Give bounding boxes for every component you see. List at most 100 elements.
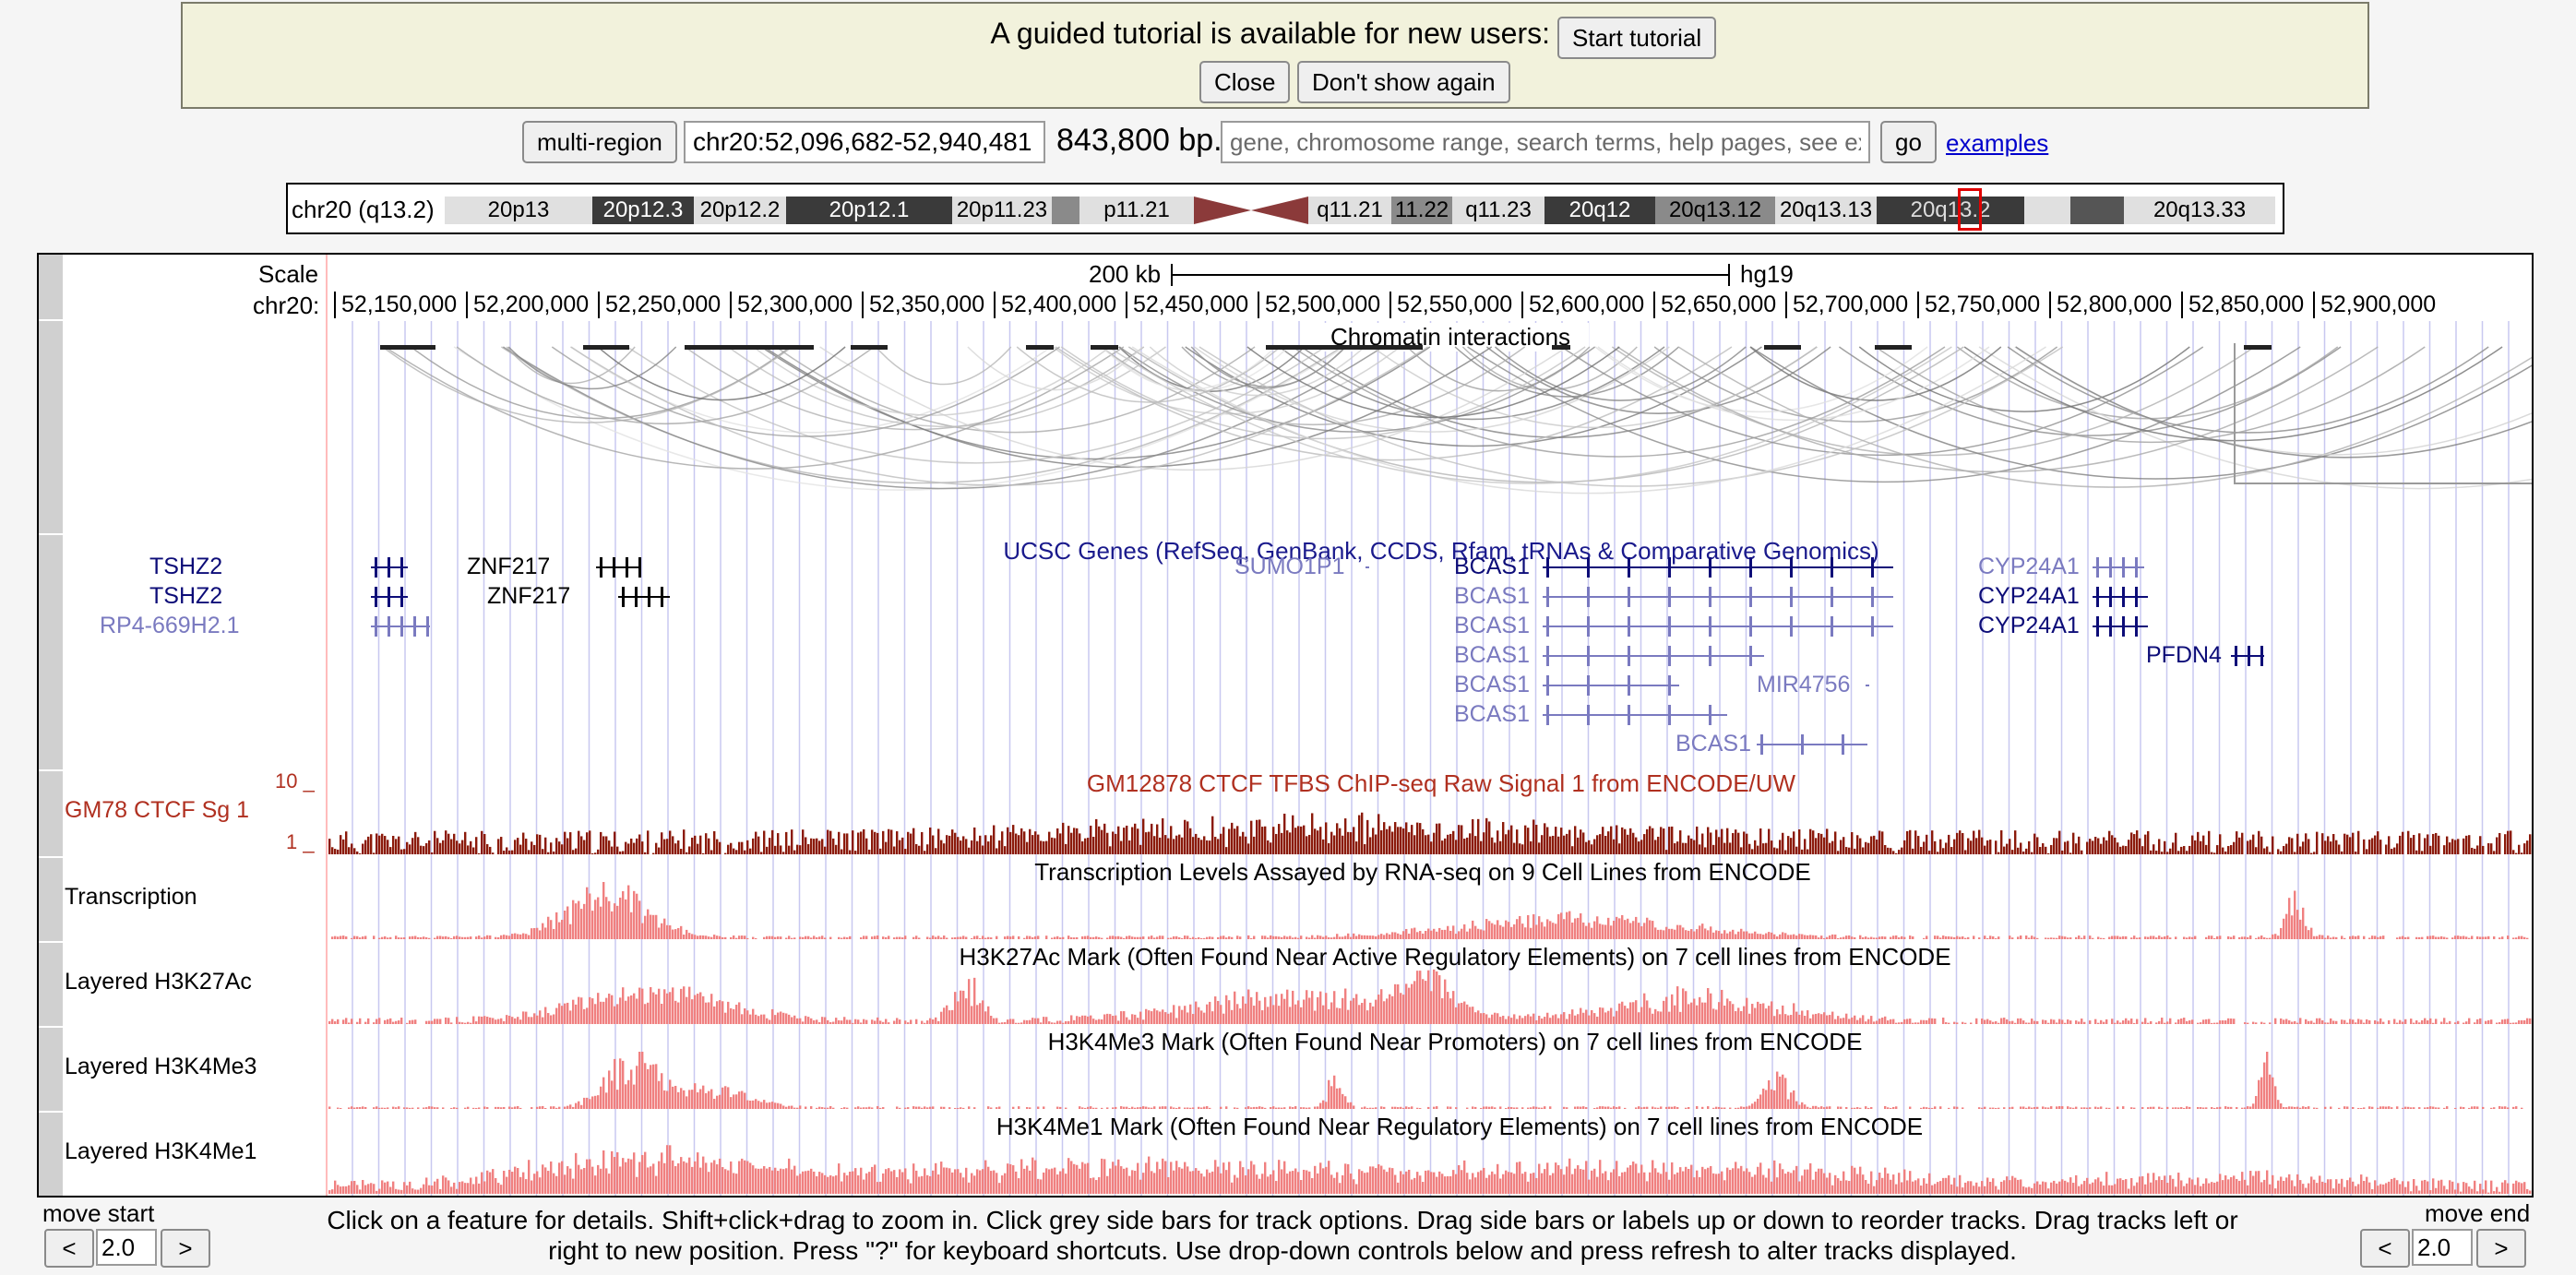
ctcf-signal[interactable] <box>328 793 2532 858</box>
band: 20p11.23 <box>952 197 1052 224</box>
move-end-left-button[interactable]: < <box>2360 1229 2410 1268</box>
search-input[interactable] <box>1221 121 1870 163</box>
h3k4me1-side-bar[interactable] <box>39 1113 63 1196</box>
gene-label[interactable]: TSHZ2 <box>149 583 223 609</box>
gene-label[interactable]: BCAS1 <box>1454 672 1530 697</box>
ctcf-side-bar[interactable] <box>39 771 63 858</box>
gene-model[interactable] <box>596 555 644 579</box>
gene-label[interactable]: CYP24A1 <box>1978 613 2080 638</box>
move-end-input[interactable] <box>2412 1229 2473 1266</box>
gene-label[interactable]: PFDN4 <box>2146 642 2222 668</box>
band: 20p12.3 <box>592 197 694 224</box>
gene-model[interactable] <box>1866 673 1873 697</box>
ctcf-ymax: 10 _ <box>275 769 315 792</box>
move-end-label: move end <box>2425 1199 2531 1227</box>
gene-label[interactable]: ZNF217 <box>467 554 551 579</box>
chromosome-ideogram[interactable]: chr20 (q13.2) 20p13 20p12.3 20p12.2 20p1… <box>286 183 2284 234</box>
h3k27ac-track-label[interactable]: Layered H3K27Ac <box>65 969 252 995</box>
band: 20p12.1 <box>786 197 952 224</box>
gene-model[interactable] <box>1543 614 1897 638</box>
gene-label[interactable]: TSHZ2 <box>149 554 223 579</box>
ideogram-label: chr20 (q13.2) <box>292 196 435 223</box>
genes-side-bar[interactable] <box>39 535 63 771</box>
gene-label[interactable]: BCAS1 <box>1454 554 1530 579</box>
gene-model[interactable] <box>2093 555 2148 579</box>
gene-label[interactable]: ZNF217 <box>487 583 571 609</box>
h3k27ac-side-bar[interactable] <box>39 943 63 1028</box>
multi-region-button[interactable]: multi-region <box>522 121 677 163</box>
gene-model[interactable] <box>1543 673 1683 697</box>
ruler-tick-label: 52,850,000 <box>2181 292 2304 318</box>
interactions-side-bar[interactable] <box>39 321 63 535</box>
ruler-side-bar[interactable] <box>39 255 63 321</box>
ruler-tick-label: 52,550,000 <box>1389 292 1512 318</box>
band: 11.22 <box>1391 197 1452 224</box>
move-end-right-button[interactable]: > <box>2476 1229 2526 1268</box>
h3k4me3-side-bar[interactable] <box>39 1028 63 1113</box>
gene-label[interactable]: CYP24A1 <box>1978 554 2080 579</box>
ruler-tick-label: 52,250,000 <box>598 292 721 318</box>
gene-model[interactable] <box>2231 644 2268 668</box>
h3k4me3-signal[interactable] <box>328 1052 2532 1113</box>
gene-model[interactable] <box>1757 733 1871 757</box>
tutorial-message: A guided tutorial is available for new u… <box>990 17 1550 50</box>
h3k27ac-signal[interactable] <box>328 967 2532 1028</box>
gene-model[interactable] <box>1543 585 1897 609</box>
gene-model[interactable] <box>371 555 411 579</box>
close-tutorial-button[interactable]: Close <box>1199 61 1291 103</box>
gene-label[interactable]: RP4-669H2.1 <box>100 613 240 638</box>
dont-show-again-button[interactable]: Don't show again <box>1297 61 1510 103</box>
go-button[interactable]: go <box>1880 121 1937 163</box>
ctcf-track-label[interactable]: GM78 CTCF Sg 1 <box>65 797 250 823</box>
ruler-tick-label: 52,500,000 <box>1258 292 1380 318</box>
gene-model[interactable] <box>371 585 411 609</box>
transcription-track-label[interactable]: Transcription <box>65 884 197 910</box>
move-start-left-button[interactable]: < <box>44 1229 94 1268</box>
gene-model[interactable] <box>371 614 434 638</box>
gene-label[interactable]: CYP24A1 <box>1978 583 2080 609</box>
h3k4me1-signal[interactable] <box>328 1137 2532 1198</box>
interaction-arcs[interactable] <box>39 343 2532 537</box>
gene-label[interactable]: BCAS1 <box>1454 583 1530 609</box>
chrom-label: chr20: <box>253 292 320 319</box>
h3k4me1-track-label[interactable]: Layered H3K4Me1 <box>65 1138 257 1164</box>
genome-browser-image[interactable]: Scale chr20: 200 kb hg19 52,150,000 52,20… <box>37 253 2534 1198</box>
h3k4me3-track-label[interactable]: Layered H3K4Me3 <box>65 1054 257 1079</box>
move-start-input[interactable] <box>96 1229 157 1266</box>
ruler-tick-label: 52,800,000 <box>2049 292 2172 318</box>
gene-label[interactable]: BCAS1 <box>1454 613 1530 638</box>
gene-label[interactable]: BCAS1 <box>1676 731 1751 757</box>
help-text: Click on a feature for details. Shift+cl… <box>277 1205 2288 1266</box>
gene-label[interactable]: SUMO1P1 <box>1234 554 1345 579</box>
examples-link[interactable]: examples <box>1946 129 2049 157</box>
gene-model[interactable] <box>1543 703 1731 727</box>
gene-label[interactable]: BCAS1 <box>1454 701 1530 727</box>
gene-label[interactable]: MIR4756 <box>1757 672 1851 697</box>
transcription-side-bar[interactable] <box>39 858 63 943</box>
band: 20q13.33 <box>2124 197 2275 224</box>
genes-title: UCSC Genes (RefSeq, GenBank, CCDS, Rfam,… <box>1003 537 1879 565</box>
gene-model[interactable] <box>618 585 674 609</box>
start-tutorial-button[interactable]: Start tutorial <box>1557 17 1717 59</box>
ruler-tick-label: 52,700,000 <box>1785 292 1908 318</box>
band: 20q12 <box>1544 197 1655 224</box>
band-gap <box>2070 197 2124 224</box>
gene-model[interactable] <box>2093 585 2152 609</box>
gene-model[interactable] <box>2093 614 2152 638</box>
move-start-right-button[interactable]: > <box>161 1229 210 1268</box>
gene-model[interactable] <box>1543 555 1897 579</box>
transcription-signal[interactable] <box>328 882 2532 943</box>
band-gap <box>2024 197 2070 224</box>
gene-label[interactable]: BCAS1 <box>1454 642 1530 668</box>
assembly-label: hg19 <box>1740 260 1794 288</box>
ruler-tick-label: 52,150,000 <box>334 292 457 318</box>
ruler-tick-label: 52,200,000 <box>466 292 589 318</box>
gene-model[interactable] <box>1543 644 1768 668</box>
band: q11.23 <box>1452 197 1544 224</box>
ctcf-title: GM12878 CTCF TFBS ChIP-seq Raw Signal 1 … <box>1086 769 1796 797</box>
position-display[interactable]: chr20:52,096,682-52,940,481 <box>684 121 1045 163</box>
band: 20p12.2 <box>694 197 786 224</box>
transcription-title: Transcription Levels Assayed by RNA-seq … <box>1034 858 1811 886</box>
gene-model[interactable] <box>1366 555 1373 579</box>
ruler-tick-label: 52,350,000 <box>862 292 984 318</box>
